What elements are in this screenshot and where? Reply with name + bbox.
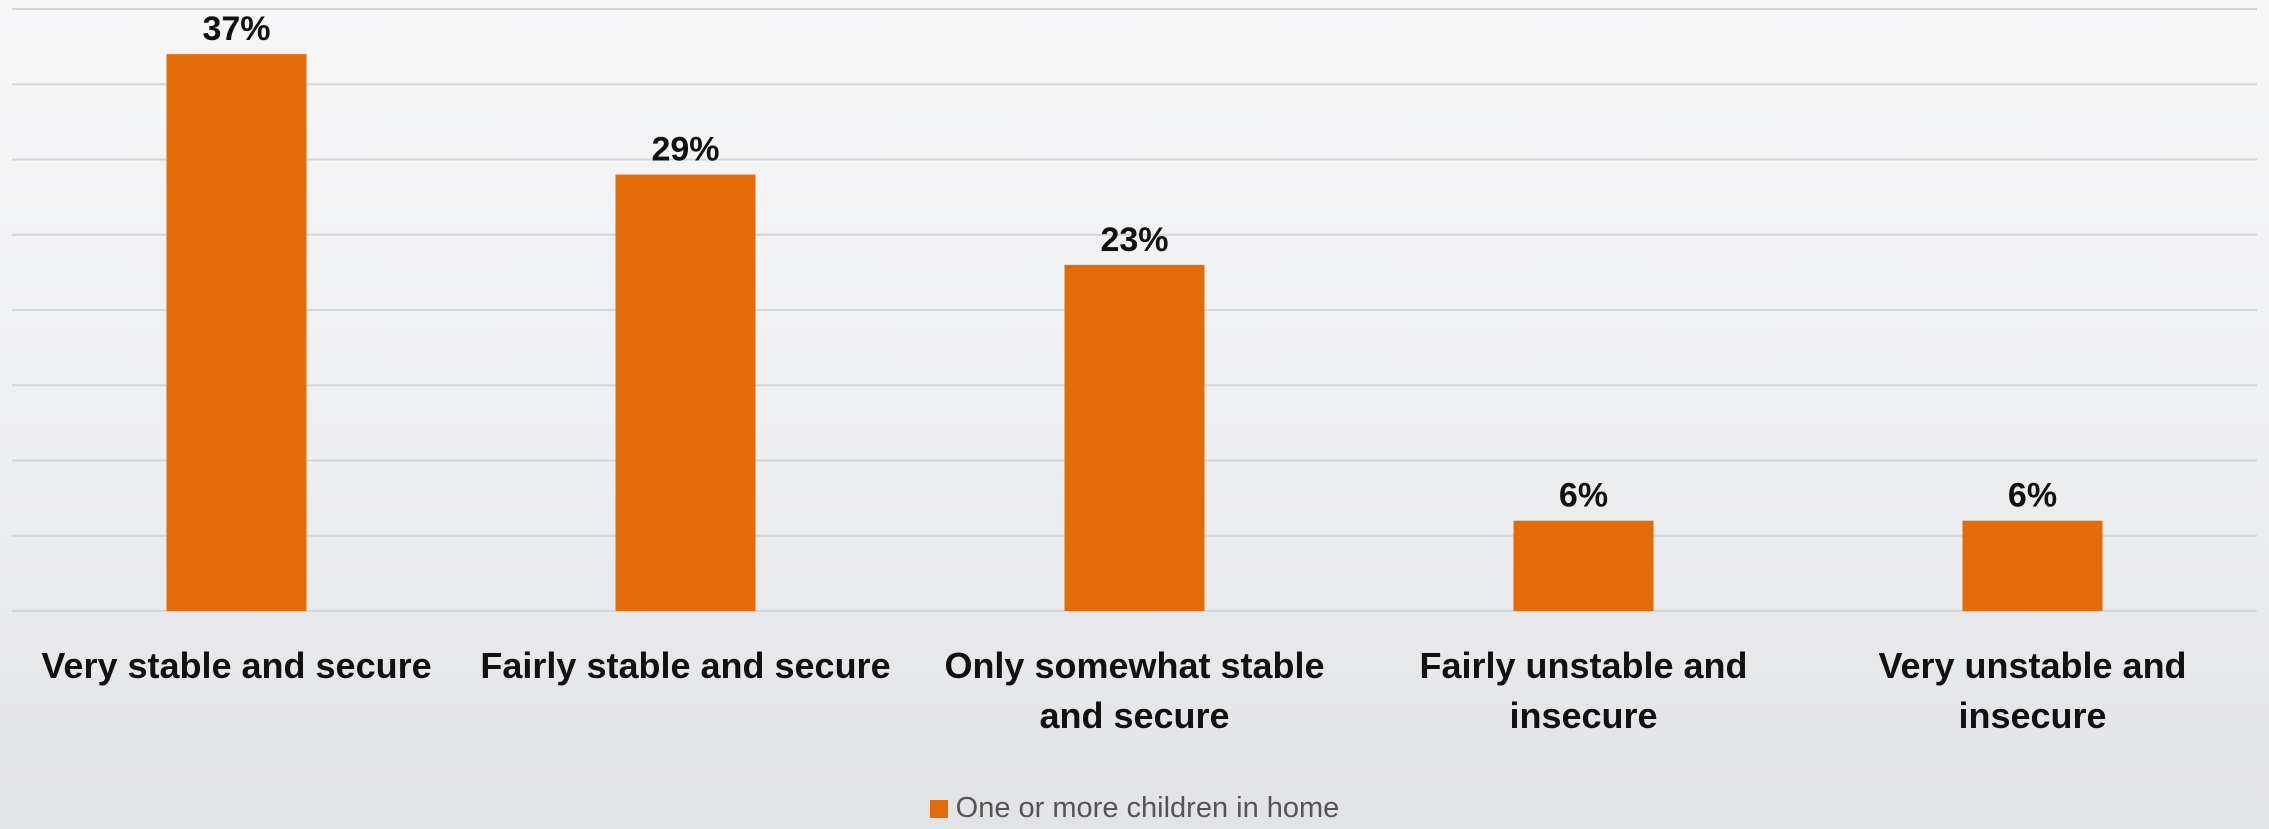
x-tick-label: Only somewhat stable and secure — [944, 645, 1325, 736]
value-label: 23% — [1100, 221, 1168, 259]
bar — [166, 54, 307, 611]
x-tick-label: Fairly stable and secure — [480, 645, 891, 686]
x-tick-label: Very stable and secure — [41, 645, 432, 686]
bar — [1513, 520, 1654, 611]
value-label: 6% — [2008, 477, 2057, 515]
value-label: 29% — [651, 131, 719, 169]
legend-label: One or more children in home — [955, 792, 1340, 824]
bar — [1962, 520, 2103, 611]
x-tick-label: Very unstable and insecure — [1878, 645, 2187, 736]
legend-swatch — [929, 800, 948, 818]
x-tick-label: Fairly unstable and insecure — [1419, 645, 1748, 736]
value-label: 37% — [202, 10, 270, 48]
bar — [615, 174, 756, 612]
value-label: 6% — [1559, 477, 1608, 515]
legend: One or more children in home — [0, 792, 2269, 825]
bar — [1064, 264, 1205, 611]
